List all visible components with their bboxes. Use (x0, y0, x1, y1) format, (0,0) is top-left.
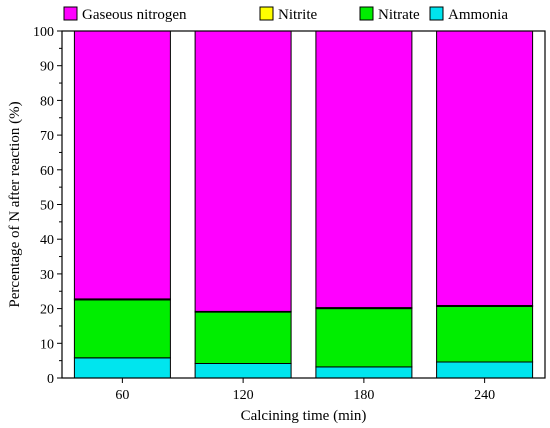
y-tick-label: 10 (40, 337, 54, 352)
bar-ammonia-120 (194, 362, 292, 379)
legend-label-ammonia: Ammonia (448, 7, 508, 23)
bar-gaseous-nitrogen-240 (436, 30, 534, 306)
bar-gaseous-nitrogen-60 (73, 30, 171, 300)
y-tick-label: 100 (33, 25, 54, 40)
y-tick-label: 50 (40, 199, 54, 214)
x-tick-label: 60 (115, 388, 129, 403)
bar-nitrate-240 (436, 306, 534, 363)
bar-ammonia-60 (73, 357, 171, 379)
bar-nitrate-60 (73, 299, 171, 359)
y-tick-label: 80 (40, 94, 54, 109)
bar-ammonia-240 (436, 361, 534, 379)
legend-label-nitrite: Nitrite (278, 7, 317, 23)
y-tick-label: 70 (40, 129, 54, 144)
bar-gaseous-nitrogen-180 (315, 30, 413, 309)
bar-nitrate-120 (194, 311, 292, 365)
y-axis: 0 10 20 30 40 50 60 70 80 90 100 (33, 25, 62, 387)
y-tick-label: 90 (40, 60, 54, 75)
bar-nitrate-180 (315, 308, 413, 368)
y-tick-label: 60 (40, 164, 54, 179)
legend-swatch-nitrite (259, 6, 274, 21)
legend-swatch-ammonia (429, 6, 444, 21)
y-tick-label: 40 (40, 233, 54, 248)
legend-label-gaseous-nitrogen: Gaseous nitrogen (82, 7, 187, 23)
x-tick-label: 180 (353, 388, 374, 403)
x-axis: 60 120 180 240 (115, 378, 495, 403)
x-tick-label: 120 (233, 388, 254, 403)
y-axis-title: Percentage of N after reaction (%) (7, 101, 23, 307)
x-tick-label: 240 (474, 388, 495, 403)
legend-swatch-nitrate (359, 6, 374, 21)
bars (73, 30, 534, 379)
bar-gaseous-nitrogen-120 (194, 30, 292, 312)
legend-label-nitrate: Nitrate (378, 7, 420, 23)
y-tick-label: 20 (40, 303, 54, 318)
bar-ammonia-180 (315, 366, 413, 379)
y-tick-label: 30 (40, 268, 54, 283)
y-tick-label: 0 (47, 372, 54, 387)
x-axis-title: Calcining time (min) (241, 408, 367, 424)
legend: Gaseous nitrogen Nitrite Nitrate Ammonia (63, 6, 508, 23)
legend-swatch-gaseous-nitrogen (63, 6, 78, 21)
